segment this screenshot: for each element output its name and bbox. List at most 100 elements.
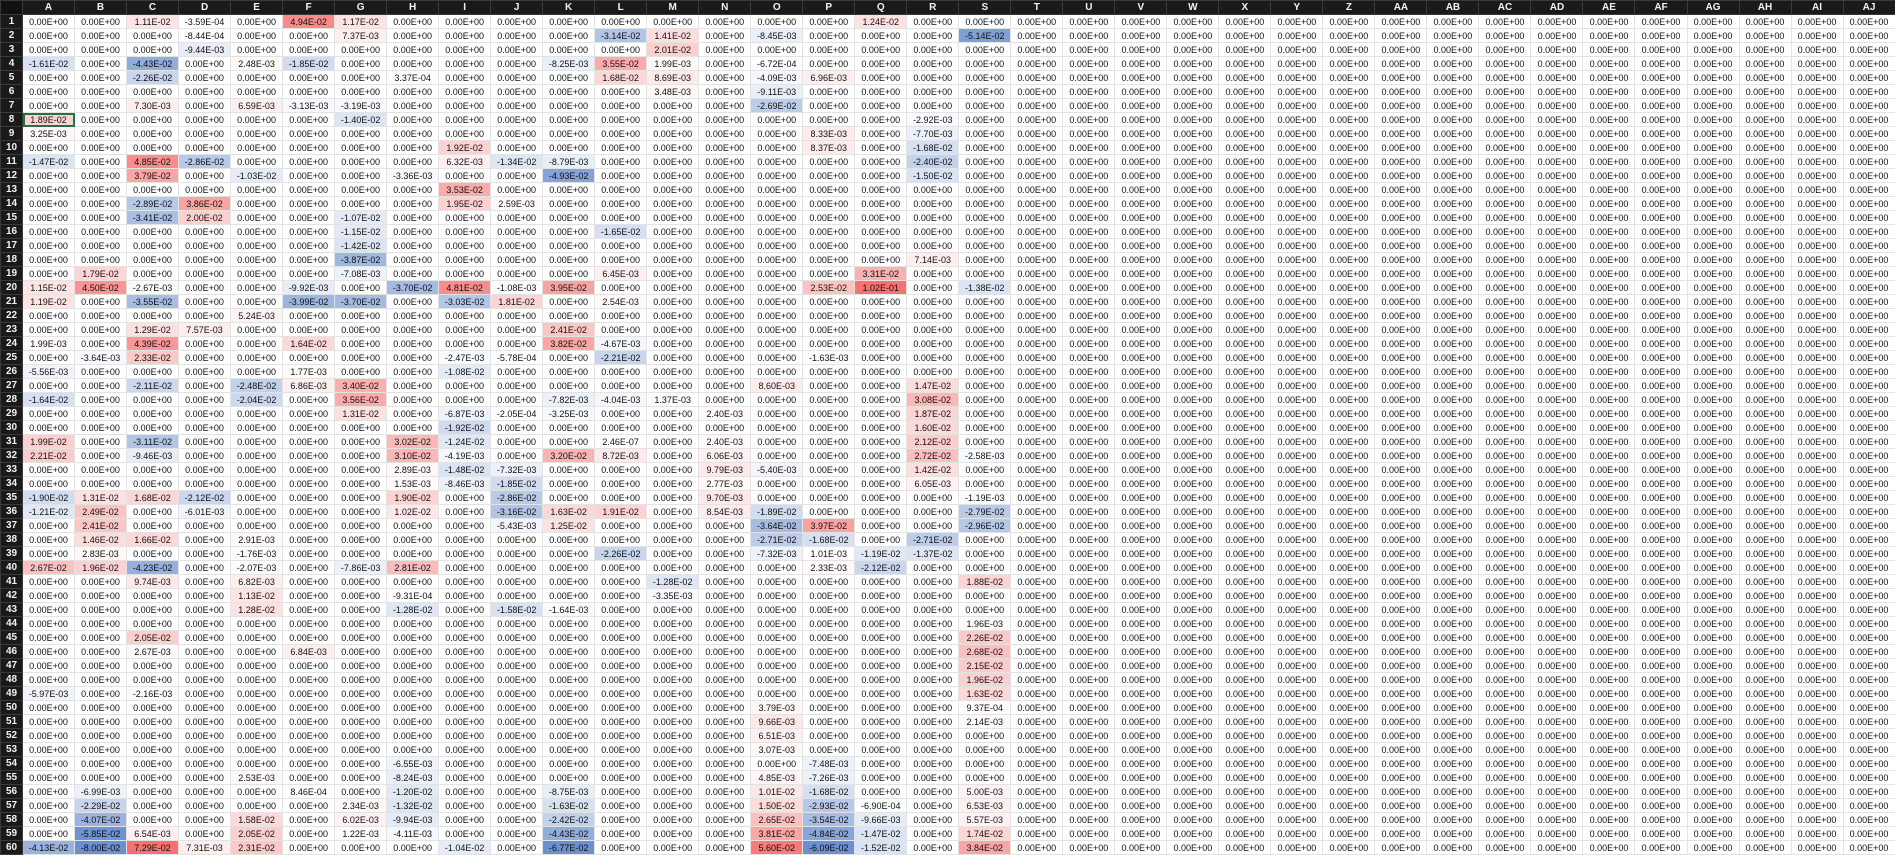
cell-ac37[interactable]: 0.00E+00 [1479,519,1531,533]
cell-aj36[interactable]: 0.00E+00 [1843,505,1895,519]
cell-h15[interactable]: 0.00E+00 [387,211,439,225]
cell-s15[interactable]: 0.00E+00 [959,211,1011,225]
cell-f10[interactable]: 0.00E+00 [283,141,335,155]
cell-t31[interactable]: 0.00E+00 [1011,435,1063,449]
cell-r26[interactable]: 0.00E+00 [907,365,959,379]
cell-u25[interactable]: 0.00E+00 [1063,351,1115,365]
cell-l30[interactable]: 0.00E+00 [595,421,647,435]
cell-p2[interactable]: 0.00E+00 [803,29,855,43]
cell-h50[interactable]: 0.00E+00 [387,701,439,715]
cell-i47[interactable]: 0.00E+00 [439,659,491,673]
cell-q21[interactable]: 0.00E+00 [855,295,907,309]
cell-ag49[interactable]: 0.00E+00 [1687,687,1739,701]
cell-g11[interactable]: 0.00E+00 [335,155,387,169]
cell-h37[interactable]: 0.00E+00 [387,519,439,533]
cell-y19[interactable]: 0.00E+00 [1271,267,1323,281]
cell-af14[interactable]: 0.00E+00 [1635,197,1687,211]
cell-v52[interactable]: 0.00E+00 [1115,729,1167,743]
column-header-a[interactable]: A [23,1,75,15]
cell-n22[interactable]: 0.00E+00 [699,309,751,323]
cell-z60[interactable]: 0.00E+00 [1323,841,1375,855]
cell-q10[interactable]: 0.00E+00 [855,141,907,155]
cell-h10[interactable]: 0.00E+00 [387,141,439,155]
cell-ae31[interactable]: 0.00E+00 [1583,435,1635,449]
cell-e18[interactable]: 0.00E+00 [231,253,283,267]
cell-h6[interactable]: 0.00E+00 [387,85,439,99]
cell-ai28[interactable]: 0.00E+00 [1791,393,1843,407]
cell-w5[interactable]: 0.00E+00 [1167,71,1219,85]
cell-v30[interactable]: 0.00E+00 [1115,421,1167,435]
cell-b2[interactable]: 0.00E+00 [75,29,127,43]
cell-a23[interactable]: 0.00E+00 [23,323,75,337]
cell-v27[interactable]: 0.00E+00 [1115,379,1167,393]
cell-l59[interactable]: 0.00E+00 [595,827,647,841]
cell-a31[interactable]: 1.99E-02 [23,435,75,449]
cell-ae10[interactable]: 0.00E+00 [1583,141,1635,155]
cell-ah53[interactable]: 0.00E+00 [1739,743,1791,757]
cell-z1[interactable]: 0.00E+00 [1323,15,1375,29]
cell-ae33[interactable]: 0.00E+00 [1583,463,1635,477]
cell-ad29[interactable]: 0.00E+00 [1531,407,1583,421]
cell-k1[interactable]: 0.00E+00 [543,15,595,29]
cell-r50[interactable]: 0.00E+00 [907,701,959,715]
cell-v28[interactable]: 0.00E+00 [1115,393,1167,407]
cell-f23[interactable]: 0.00E+00 [283,323,335,337]
cell-ae53[interactable]: 0.00E+00 [1583,743,1635,757]
cell-aj41[interactable]: 0.00E+00 [1843,575,1895,589]
cell-g16[interactable]: -1.15E-02 [335,225,387,239]
cell-s29[interactable]: 0.00E+00 [959,407,1011,421]
cell-af20[interactable]: 0.00E+00 [1635,281,1687,295]
cell-b26[interactable]: 0.00E+00 [75,365,127,379]
cell-z55[interactable]: 0.00E+00 [1323,771,1375,785]
cell-j26[interactable]: 0.00E+00 [491,365,543,379]
cell-p1[interactable]: 0.00E+00 [803,15,855,29]
cell-b43[interactable]: 0.00E+00 [75,603,127,617]
cell-ag15[interactable]: 0.00E+00 [1687,211,1739,225]
cell-p4[interactable]: 0.00E+00 [803,57,855,71]
cell-af40[interactable]: 0.00E+00 [1635,561,1687,575]
cell-c2[interactable]: 0.00E+00 [127,29,179,43]
cell-aj14[interactable]: 0.00E+00 [1843,197,1895,211]
cell-aa49[interactable]: 0.00E+00 [1375,687,1427,701]
cell-v42[interactable]: 0.00E+00 [1115,589,1167,603]
cell-p12[interactable]: 0.00E+00 [803,169,855,183]
cell-o15[interactable]: 0.00E+00 [751,211,803,225]
cell-ag17[interactable]: 0.00E+00 [1687,239,1739,253]
cell-ai56[interactable]: 0.00E+00 [1791,785,1843,799]
cell-ah35[interactable]: 0.00E+00 [1739,491,1791,505]
cell-p6[interactable]: 0.00E+00 [803,85,855,99]
cell-aa6[interactable]: 0.00E+00 [1375,85,1427,99]
cell-l54[interactable]: 0.00E+00 [595,757,647,771]
cell-c34[interactable]: 0.00E+00 [127,477,179,491]
cell-ae47[interactable]: 0.00E+00 [1583,659,1635,673]
cell-b5[interactable]: 0.00E+00 [75,71,127,85]
cell-ah54[interactable]: 0.00E+00 [1739,757,1791,771]
cell-c13[interactable]: 0.00E+00 [127,183,179,197]
cell-w23[interactable]: 0.00E+00 [1167,323,1219,337]
cell-f54[interactable]: 0.00E+00 [283,757,335,771]
cell-g23[interactable]: 0.00E+00 [335,323,387,337]
cell-a57[interactable]: 0.00E+00 [23,799,75,813]
cell-ab42[interactable]: 0.00E+00 [1427,589,1479,603]
cell-ad44[interactable]: 0.00E+00 [1531,617,1583,631]
cell-ai16[interactable]: 0.00E+00 [1791,225,1843,239]
cell-k25[interactable]: 0.00E+00 [543,351,595,365]
cell-i53[interactable]: 0.00E+00 [439,743,491,757]
cell-c47[interactable]: 0.00E+00 [127,659,179,673]
cell-d26[interactable]: 0.00E+00 [179,365,231,379]
cell-ag33[interactable]: 0.00E+00 [1687,463,1739,477]
cell-b55[interactable]: 0.00E+00 [75,771,127,785]
cell-h34[interactable]: 1.53E-03 [387,477,439,491]
cell-y10[interactable]: 0.00E+00 [1271,141,1323,155]
cell-d17[interactable]: 0.00E+00 [179,239,231,253]
cell-m53[interactable]: 0.00E+00 [647,743,699,757]
cell-ai54[interactable]: 0.00E+00 [1791,757,1843,771]
cell-d42[interactable]: 0.00E+00 [179,589,231,603]
cell-d8[interactable]: 0.00E+00 [179,113,231,127]
cell-p48[interactable]: 0.00E+00 [803,673,855,687]
cell-o5[interactable]: -4.09E-03 [751,71,803,85]
cell-a55[interactable]: 0.00E+00 [23,771,75,785]
cell-i12[interactable]: 0.00E+00 [439,169,491,183]
cell-e19[interactable]: 0.00E+00 [231,267,283,281]
cell-b60[interactable]: -8.00E-02 [75,841,127,855]
